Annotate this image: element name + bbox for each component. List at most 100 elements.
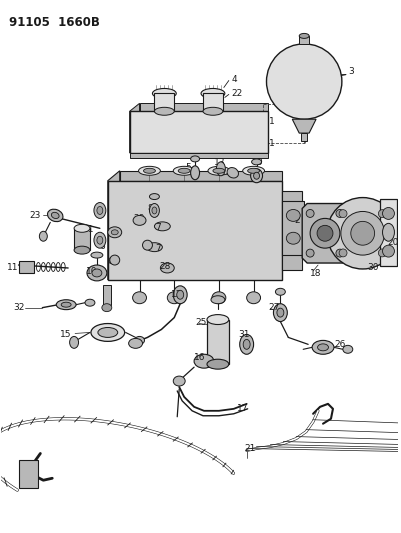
Circle shape xyxy=(351,221,375,245)
Bar xyxy=(203,93,223,111)
Ellipse shape xyxy=(108,227,122,238)
Circle shape xyxy=(336,209,344,217)
Text: 16: 16 xyxy=(194,353,206,362)
Ellipse shape xyxy=(213,168,225,173)
Text: 12: 12 xyxy=(171,290,183,299)
Ellipse shape xyxy=(91,324,125,341)
Text: 31: 31 xyxy=(239,330,250,339)
Ellipse shape xyxy=(154,107,174,115)
Ellipse shape xyxy=(343,345,353,353)
Ellipse shape xyxy=(167,292,181,304)
Ellipse shape xyxy=(251,159,261,165)
Ellipse shape xyxy=(102,304,112,312)
Ellipse shape xyxy=(178,168,190,173)
Ellipse shape xyxy=(190,156,200,162)
Text: 22: 22 xyxy=(232,89,243,98)
Ellipse shape xyxy=(160,263,174,273)
Circle shape xyxy=(306,249,314,257)
Ellipse shape xyxy=(133,215,146,225)
Text: 23: 23 xyxy=(29,211,41,220)
Ellipse shape xyxy=(273,304,288,321)
Circle shape xyxy=(310,219,340,248)
Ellipse shape xyxy=(207,314,229,325)
Circle shape xyxy=(306,209,314,217)
Ellipse shape xyxy=(94,203,106,219)
Ellipse shape xyxy=(133,292,146,304)
Ellipse shape xyxy=(74,246,90,254)
Text: 1: 1 xyxy=(269,139,274,148)
Ellipse shape xyxy=(139,166,160,175)
Bar xyxy=(130,111,269,153)
Text: 18: 18 xyxy=(310,270,322,278)
Ellipse shape xyxy=(111,230,118,235)
Ellipse shape xyxy=(383,223,395,241)
Ellipse shape xyxy=(208,166,230,175)
Ellipse shape xyxy=(177,290,184,299)
Ellipse shape xyxy=(97,206,103,214)
Circle shape xyxy=(379,249,386,257)
Ellipse shape xyxy=(85,299,95,306)
Text: 6: 6 xyxy=(100,241,105,251)
Text: 13: 13 xyxy=(214,158,225,167)
Ellipse shape xyxy=(74,224,90,232)
Polygon shape xyxy=(140,103,269,111)
Text: 29: 29 xyxy=(134,214,145,223)
Polygon shape xyxy=(108,171,120,280)
Text: 5: 5 xyxy=(185,163,191,172)
Ellipse shape xyxy=(286,232,300,244)
Circle shape xyxy=(327,198,399,269)
Ellipse shape xyxy=(47,209,63,222)
Circle shape xyxy=(383,245,395,257)
Bar xyxy=(301,133,307,141)
Polygon shape xyxy=(302,204,348,263)
Ellipse shape xyxy=(154,222,170,231)
Circle shape xyxy=(383,207,395,220)
Text: 3: 3 xyxy=(348,67,354,76)
Ellipse shape xyxy=(173,166,195,175)
Ellipse shape xyxy=(275,288,286,295)
Bar xyxy=(108,181,282,280)
Ellipse shape xyxy=(190,166,200,180)
Text: 32: 32 xyxy=(14,303,25,312)
Ellipse shape xyxy=(150,193,159,199)
Text: 4: 4 xyxy=(232,75,237,84)
Polygon shape xyxy=(292,119,316,133)
Ellipse shape xyxy=(251,169,263,183)
Bar xyxy=(18,461,38,488)
Ellipse shape xyxy=(203,107,223,115)
Bar xyxy=(282,191,302,270)
Bar xyxy=(380,199,397,266)
Ellipse shape xyxy=(152,207,157,214)
Ellipse shape xyxy=(243,340,250,349)
Bar xyxy=(18,261,34,273)
Text: 6: 6 xyxy=(108,256,113,265)
Circle shape xyxy=(339,209,347,217)
Ellipse shape xyxy=(70,336,79,349)
Polygon shape xyxy=(130,103,140,153)
Ellipse shape xyxy=(110,255,120,265)
Ellipse shape xyxy=(51,212,59,219)
Text: 27: 27 xyxy=(269,303,280,312)
Text: 24: 24 xyxy=(110,228,121,237)
Circle shape xyxy=(379,209,386,217)
Ellipse shape xyxy=(312,341,334,354)
Text: 28: 28 xyxy=(159,262,171,271)
Ellipse shape xyxy=(173,376,185,386)
Ellipse shape xyxy=(247,292,261,304)
Text: 31: 31 xyxy=(82,225,93,234)
Circle shape xyxy=(341,212,385,255)
Bar xyxy=(282,200,304,255)
Ellipse shape xyxy=(146,243,162,252)
Ellipse shape xyxy=(212,292,226,304)
Ellipse shape xyxy=(217,162,225,176)
Ellipse shape xyxy=(92,269,102,277)
Ellipse shape xyxy=(173,286,187,304)
Text: 2: 2 xyxy=(294,216,300,225)
Circle shape xyxy=(336,249,344,257)
Ellipse shape xyxy=(135,336,144,344)
Ellipse shape xyxy=(94,232,106,248)
Text: 15: 15 xyxy=(60,330,72,339)
Ellipse shape xyxy=(207,359,229,369)
Ellipse shape xyxy=(144,168,156,173)
Bar xyxy=(103,285,111,305)
